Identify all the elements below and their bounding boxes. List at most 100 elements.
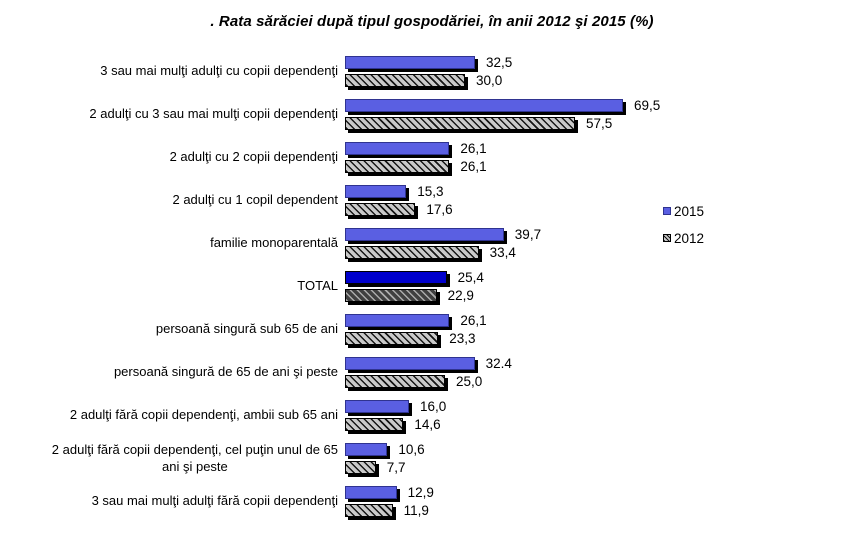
value-label-2012: 22,9	[447, 288, 474, 303]
bar-pair: 39,7 33,4	[345, 227, 541, 261]
value-label-2012: 14,6	[414, 417, 441, 432]
bar-2015	[345, 314, 450, 327]
bar-line-2012: 7,7	[345, 460, 425, 476]
chart-row: 3 sau mai mulţi adulţi fără copii depend…	[0, 480, 660, 523]
value-label-2015: 39,7	[514, 227, 542, 242]
bar-pair: 16,0 14,6	[345, 399, 446, 433]
bar-line-2015: 69,5	[345, 98, 660, 114]
bar-2012	[345, 160, 450, 173]
bar-line-2012: 26,1	[345, 159, 487, 175]
value-label-2012: 30,0	[476, 73, 503, 88]
legend-label-2015: 2015	[674, 203, 705, 219]
category-label-cell: 2 adulţi fără copii dependenţi, cel puţi…	[0, 442, 345, 475]
bar-2012	[345, 504, 393, 517]
bar-2015	[345, 443, 388, 456]
bar-2012	[345, 203, 416, 216]
bar-line-2012: 23,3	[345, 331, 487, 347]
category-label-cell: familie monoparentală	[0, 235, 345, 251]
category-label: 2 adulţi cu 1 copil dependent	[172, 192, 338, 208]
bar-line-2015: 12,9	[345, 485, 434, 501]
value-label-2012: 57,5	[586, 116, 613, 131]
chart-title: . Rata sărăciei după tipul gospodăriei, …	[210, 13, 654, 30]
category-label: familie monoparentală	[210, 235, 338, 251]
bar-line-2015: 26,1	[345, 141, 487, 157]
chart-row: 2 adulţi fără copii dependenţi, cel puţi…	[0, 437, 660, 480]
value-label-2015: 26,1	[460, 141, 487, 156]
category-label: 2 adulţi fără copii dependenţi, ambii su…	[69, 407, 338, 423]
chart-row: 2 adulţi cu 3 sau mai mulţi copii depend…	[0, 93, 660, 136]
category-label: 3 sau mai mulţi adulţi fără copii depend…	[91, 493, 338, 509]
bar-line-2015: 15,3	[345, 184, 453, 200]
chart-rows: 3 sau mai mulţi adulţi cu copii dependen…	[0, 50, 661, 523]
bar-line-2012: 25,0	[345, 374, 512, 390]
value-label-2012: 23,3	[449, 331, 476, 346]
bar-2015	[345, 486, 397, 499]
legend-item-2012: 2012	[663, 230, 704, 246]
category-label: 2 adulţi cu 3 sau mai mulţi copii depend…	[89, 106, 338, 122]
category-label-cell: 2 adulţi cu 3 sau mai mulţi copii depend…	[0, 106, 345, 122]
legend-swatch-2015-icon	[663, 207, 671, 215]
category-label-cell: TOTAL	[0, 278, 345, 294]
value-label-2015: 15,3	[417, 184, 444, 199]
legend-label-2012: 2012	[674, 230, 705, 246]
bar-line-2012: 57,5	[345, 116, 660, 132]
chart-row: 3 sau mai mulţi adulţi cu copii dependen…	[0, 50, 660, 93]
category-label-cell: 2 adulţi cu 2 copii dependenţi	[0, 149, 345, 165]
value-label-2015: 12,9	[407, 485, 434, 500]
bar-line-2015: 16,0	[345, 399, 446, 415]
bar-pair: 15,3 17,6	[345, 184, 453, 218]
bar-pair: 32.4 25,0	[345, 356, 512, 390]
legend-item-2015: 2015	[663, 203, 704, 219]
value-label-2015: 10,6	[398, 442, 425, 457]
bar-2012	[345, 375, 445, 388]
bar-2015	[345, 185, 407, 198]
bar-2012	[345, 418, 404, 431]
legend: 2015 2012	[663, 203, 704, 257]
category-label-cell: 3 sau mai mulţi adulţi fără copii depend…	[0, 493, 345, 509]
category-label: 2 adulţi cu 2 copii dependenţi	[169, 149, 338, 165]
chart-row: 2 adulţi cu 1 copil dependent 15,3 17,6	[0, 179, 660, 222]
category-label-cell: 2 adulţi cu 1 copil dependent	[0, 192, 345, 208]
bar-2015	[345, 99, 623, 112]
category-label-cell: 2 adulţi fără copii dependenţi, ambii su…	[0, 407, 345, 423]
bar-2015	[345, 271, 447, 284]
bar-pair: 25,4 22,9	[345, 270, 484, 304]
bar-pair: 26,1 23,3	[345, 313, 487, 347]
bar-2012	[345, 246, 479, 259]
value-label-2012: 11,9	[403, 503, 429, 518]
bar-2015	[345, 357, 475, 370]
value-label-2015: 69,5	[634, 98, 661, 113]
chart-row: familie monoparentală 39,7 33,4	[0, 222, 660, 265]
bar-pair: 12,9 11,9	[345, 485, 434, 519]
bar-pair: 10,6 7,7	[345, 442, 425, 476]
chart-row: 2 adulţi fără copii dependenţi, ambii su…	[0, 394, 660, 437]
value-label-2012: 26,1	[460, 159, 487, 174]
value-label-2015: 26,1	[460, 313, 487, 328]
bar-line-2012: 33,4	[345, 245, 541, 261]
bar-2015	[345, 400, 409, 413]
bar-line-2015: 25,4	[345, 270, 484, 286]
value-label-2012: 17,6	[426, 202, 453, 217]
bar-pair: 69,5 57,5	[345, 98, 660, 132]
chart-row: persoană singură sub 65 de ani 26,1 23,3	[0, 308, 660, 351]
bar-line-2015: 32.4	[345, 356, 512, 372]
category-label: persoană singură sub 65 de ani	[155, 321, 338, 337]
category-label-cell: 3 sau mai mulţi adulţi cu copii dependen…	[0, 63, 345, 79]
chart-row: 2 adulţi cu 2 copii dependenţi 26,1 26,1	[0, 136, 660, 179]
bar-2015	[345, 142, 450, 155]
bar-pair: 32,5 30,0	[345, 55, 512, 89]
bar-2015	[345, 56, 475, 69]
category-label: TOTAL	[297, 278, 338, 294]
category-label: persoană singură de 65 de ani şi peste	[113, 364, 338, 380]
bar-2012	[345, 332, 439, 345]
bar-line-2012: 11,9	[345, 503, 434, 519]
category-label: 3 sau mai mulţi adulţi cu copii dependen…	[100, 63, 338, 79]
bar-line-2012: 17,6	[345, 202, 453, 218]
bar-line-2012: 30,0	[345, 73, 512, 89]
bar-line-2015: 32,5	[345, 55, 512, 71]
chart-row: TOTAL 25,4 22,9	[0, 265, 660, 308]
bar-2012	[345, 74, 465, 87]
value-label-2015: 32,5	[486, 55, 513, 70]
bar-line-2015: 39,7	[345, 227, 541, 243]
